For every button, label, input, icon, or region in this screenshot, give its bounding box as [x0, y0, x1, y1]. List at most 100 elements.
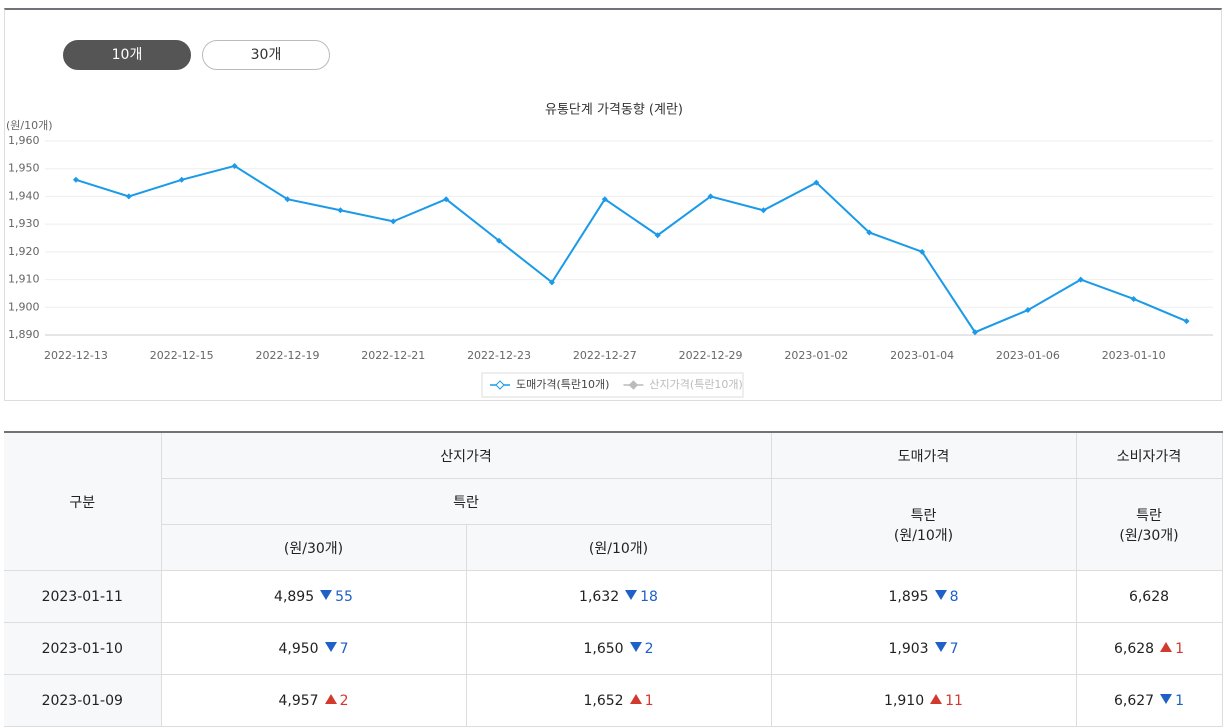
price-cell: 6,628 1: [1075, 622, 1223, 675]
legend-marker: [495, 380, 505, 390]
change-value: 1: [1175, 692, 1184, 709]
point: [284, 196, 291, 203]
header-cell: 도매가격: [770, 431, 1077, 479]
price-change: 11: [930, 693, 963, 709]
point: [1024, 307, 1031, 314]
point: [866, 229, 873, 236]
x-tick-label: 2022-12-13: [44, 349, 108, 362]
price-cell: 1,903 7: [770, 622, 1077, 675]
point: [496, 237, 503, 244]
point: [1077, 276, 1084, 283]
price-change: 7: [324, 641, 349, 657]
price-change: 1: [1160, 693, 1184, 709]
chart-panel: [4, 8, 1222, 401]
change-value: 1: [644, 692, 654, 709]
change-icon: [934, 641, 947, 652]
change-value: 18: [640, 588, 658, 605]
point: [125, 193, 132, 200]
price-cell: 4,950 7: [160, 622, 467, 675]
date-cell: 2023-01-09: [4, 674, 162, 727]
price-cell: 4,957 2: [160, 674, 467, 727]
price-cell: 6,627 1: [1075, 674, 1223, 727]
point: [760, 207, 767, 214]
price-change: 1: [1160, 641, 1184, 657]
legend-label: 산지가격(특란10개): [649, 378, 742, 391]
x-tick-label: 2022-12-15: [150, 349, 214, 362]
change-value: 2: [339, 692, 349, 709]
price-cell: 1,632 18: [465, 570, 772, 623]
x-tick-label: 2023-01-02: [784, 349, 848, 362]
price-value: 1,895: [888, 588, 929, 605]
y-tick-label: 1,900: [8, 300, 40, 313]
price-value: 1,650: [583, 640, 624, 657]
change-value: 11: [945, 692, 963, 709]
point: [919, 248, 926, 255]
point: [548, 279, 555, 286]
change-icon: [324, 693, 337, 704]
price-change: 55: [320, 589, 353, 605]
change-value: 7: [949, 640, 959, 657]
header-cell: (원/30개): [161, 524, 467, 571]
x-tick-label: 2023-01-10: [1102, 349, 1166, 362]
table-row: 2023-01-10 4,950 7 1,650 2 1,903 7 6,628 1: [4, 622, 1223, 675]
date-cell: 2023-01-10: [4, 622, 162, 675]
change-value: 2: [644, 640, 654, 657]
price-value: 6,628: [1113, 640, 1155, 657]
price-value: 1,910: [884, 692, 925, 709]
price-cell: 1,652 1: [465, 674, 772, 727]
header-cell: 소비자가격: [1075, 431, 1223, 479]
y-tick-label: 1,930: [8, 217, 40, 230]
point: [1130, 295, 1137, 302]
legend-box: [481, 372, 744, 398]
change-icon: [625, 589, 638, 600]
price-change: 8: [934, 589, 959, 605]
legend-marker: [628, 380, 639, 390]
tab-button[interactable]: 10개: [63, 40, 191, 70]
point: [72, 176, 79, 183]
point: [337, 207, 344, 214]
change-icon: [629, 693, 642, 704]
chart-title: 유통단계 가격동향 (계란): [545, 103, 683, 118]
table-row: 2023-01-09 4,957 2 1,652 1 1,910 11 6,627 1: [4, 674, 1223, 727]
price-change: 2: [324, 692, 349, 709]
table-row: 2023-01-11 4,895 55 1,632 18 1,895 8 6,628: [4, 570, 1223, 623]
price-value: 4,957: [278, 692, 319, 709]
change-icon: [324, 641, 337, 652]
date-cell: 2023-01-11: [4, 570, 162, 623]
header-cell: 특란 (원/10개): [770, 478, 1077, 571]
price-value: 1,632: [579, 588, 620, 605]
price-cell: 6,628: [1075, 570, 1223, 623]
x-tick-label: 2022-12-19: [256, 349, 320, 362]
y-tick-label: 1,920: [8, 245, 40, 258]
header-cell: 산지가격: [160, 431, 772, 479]
price-cell: 1,895 8: [770, 570, 1077, 623]
y-tick-label: 1,960: [8, 134, 40, 147]
header-cell: (원/10개): [465, 524, 772, 571]
x-tick-label: 2022-12-21: [361, 349, 425, 362]
change-icon: [320, 589, 333, 600]
chart: 유통단계 가격동향 (계란) (원/10개) 1,890 1,900 1,910 1,…: [6, 103, 1213, 398]
change-value: 55: [335, 588, 353, 605]
change-icon: [629, 641, 642, 652]
x-tick-label: 2023-01-04: [890, 349, 954, 362]
change-icon: [930, 693, 943, 704]
price-value: 6,628: [1128, 588, 1170, 605]
price-cell: 1,650 2: [465, 622, 772, 675]
price-value: 1,903: [888, 640, 929, 657]
point: [231, 162, 238, 169]
tab-button[interactable]: 30개: [202, 40, 330, 70]
point: [443, 196, 450, 203]
point: [1183, 318, 1190, 325]
change-icon: [934, 589, 947, 600]
price-value: 4,895: [274, 588, 315, 605]
x-tick-label: 2022-12-27: [573, 349, 637, 362]
header-cell: 특란: [161, 478, 772, 525]
change-icon: [1160, 693, 1173, 704]
x-tick-label: 2022-12-29: [679, 349, 743, 362]
price-change: 7: [934, 640, 959, 657]
x-tick-label: 2022-12-23: [467, 349, 531, 362]
header-cell: 구분: [4, 431, 162, 571]
point: [390, 218, 397, 225]
point: [654, 232, 661, 239]
